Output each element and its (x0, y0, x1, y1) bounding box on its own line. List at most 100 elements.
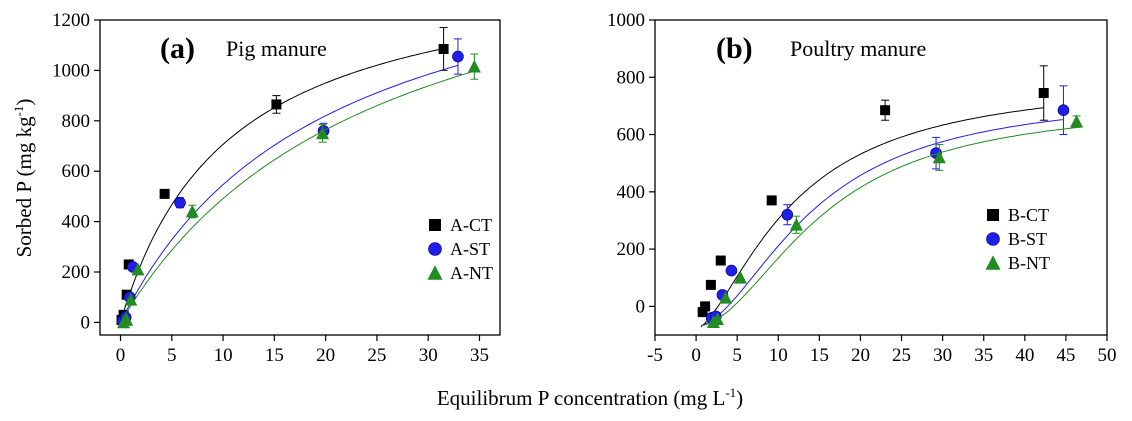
data-point (174, 196, 186, 209)
data-point (1057, 104, 1070, 117)
legend-item-a-ct: A-CT (429, 215, 492, 235)
y-axis-title-close: ) (12, 99, 36, 106)
data-point (131, 262, 145, 276)
legend-item-a-nt: A-NT (427, 263, 493, 283)
data-point (710, 312, 724, 326)
y-tick-label: 200 (62, 262, 91, 283)
data-point (789, 217, 803, 231)
legend-label: B-ST (1008, 229, 1047, 249)
x-tick-label: 50 (1098, 345, 1117, 366)
data-point (1038, 88, 1049, 99)
data-point (316, 126, 330, 140)
data-point (725, 264, 738, 277)
x-axis-title-sup: -1 (725, 385, 736, 400)
y-tick-label: 600 (62, 161, 91, 182)
panel-b-plot (697, 65, 1084, 328)
data-point (124, 292, 138, 306)
x-axis-title-main: Equilibrum P concentration (mg L (437, 386, 726, 410)
y-tick-label: 400 (62, 212, 91, 233)
legend-item-b-st: B-ST (986, 229, 1047, 249)
legend-label: B-CT (1008, 205, 1049, 225)
data-point (766, 195, 777, 206)
panel-a-plot (116, 27, 481, 329)
series-a-st (116, 38, 464, 327)
x-tick-label: 25 (367, 345, 386, 366)
legend-marker (987, 209, 999, 221)
data-point (719, 290, 733, 304)
x-axis-title-close: ) (736, 386, 743, 410)
x-tick-label: 35 (470, 345, 489, 366)
fit-curve-a-st (120, 64, 459, 323)
y-axis-title-main: Sorbed P (mg kg (12, 116, 36, 257)
x-tick-label: 30 (419, 345, 438, 366)
x-tick-label: 20 (851, 345, 870, 366)
panel-a-frame (99, 19, 501, 336)
x-tick-label: 10 (214, 345, 233, 366)
legend-marker (427, 265, 443, 280)
x-tick-label: 5 (167, 345, 177, 366)
panel-a-label: (a) (160, 32, 195, 65)
x-tick-label: 5 (732, 345, 742, 366)
y-tick-label: 800 (62, 111, 91, 132)
x-tick-label: 0 (691, 345, 701, 366)
panel-b-subtitle: Poultry manure (790, 36, 926, 61)
panel-a-axes: 0 5 10 15 20 25 30 35 0 200 400 600 800 1000 1200 (52, 10, 489, 366)
x-tick-label: 10 (769, 345, 788, 366)
series-b-ct (697, 65, 1049, 328)
panel-a-subtitle: Pig manure (226, 36, 327, 61)
data-point (185, 204, 199, 218)
x-tick-label: 30 (933, 345, 952, 366)
data-point (438, 43, 449, 54)
fit-curve-a-nt (120, 70, 475, 323)
legend-label: A-CT (450, 215, 492, 235)
data-point (159, 188, 170, 199)
y-tick-label: 800 (617, 67, 646, 88)
x-tick-label: 15 (265, 345, 284, 366)
data-point (781, 208, 794, 221)
data-point (697, 307, 708, 318)
y-tick-label: 400 (617, 182, 646, 203)
panel-a-legend: A-CT A-ST A-NT (427, 215, 493, 283)
x-tick-label: 40 (1015, 345, 1034, 366)
legend-item-b-nt: B-NT (985, 253, 1050, 273)
y-tick-label: 1200 (52, 10, 90, 31)
x-tick-label: 20 (316, 345, 335, 366)
data-point (705, 279, 716, 290)
x-tick-label: 35 (974, 345, 993, 366)
series-a-ct (116, 27, 449, 325)
panel-b-label: (b) (716, 32, 753, 65)
data-point (932, 150, 946, 164)
x-tick-label: 45 (1056, 345, 1075, 366)
series-b-nt (700, 114, 1084, 328)
x-axis-title: Equilibrum P concentration (mg L-1) (437, 385, 743, 410)
data-point (700, 301, 711, 312)
data-point (1070, 114, 1084, 128)
y-axis-title-sup: -1 (11, 106, 26, 117)
legend-item-a-st: A-ST (428, 239, 490, 259)
x-tick-label: 25 (892, 345, 911, 366)
data-point (715, 255, 726, 266)
legend-marker (429, 219, 441, 231)
y-tick-label: 1000 (607, 10, 645, 31)
y-tick-label: 600 (617, 125, 646, 146)
panel-b-frame (654, 19, 1108, 336)
legend-marker (428, 242, 442, 256)
legend-item-b-ct: B-CT (987, 205, 1049, 225)
fit-curve-b-nt (700, 127, 1077, 327)
fit-curve-b-ct (700, 107, 1044, 328)
legend-marker (986, 232, 1000, 246)
legend-label: A-ST (450, 239, 490, 259)
x-tick-label: -5 (647, 345, 663, 366)
series-a-nt (117, 53, 481, 329)
data-point (880, 105, 891, 116)
fit-curve-a-ct (120, 48, 444, 323)
data-point (271, 99, 282, 110)
y-tick-label: 0 (81, 312, 91, 333)
y-tick-label: 1000 (52, 60, 90, 81)
y-tick-label: 200 (617, 239, 646, 260)
x-tick-label: 0 (116, 345, 126, 366)
data-point (452, 50, 464, 63)
data-point (733, 270, 747, 284)
